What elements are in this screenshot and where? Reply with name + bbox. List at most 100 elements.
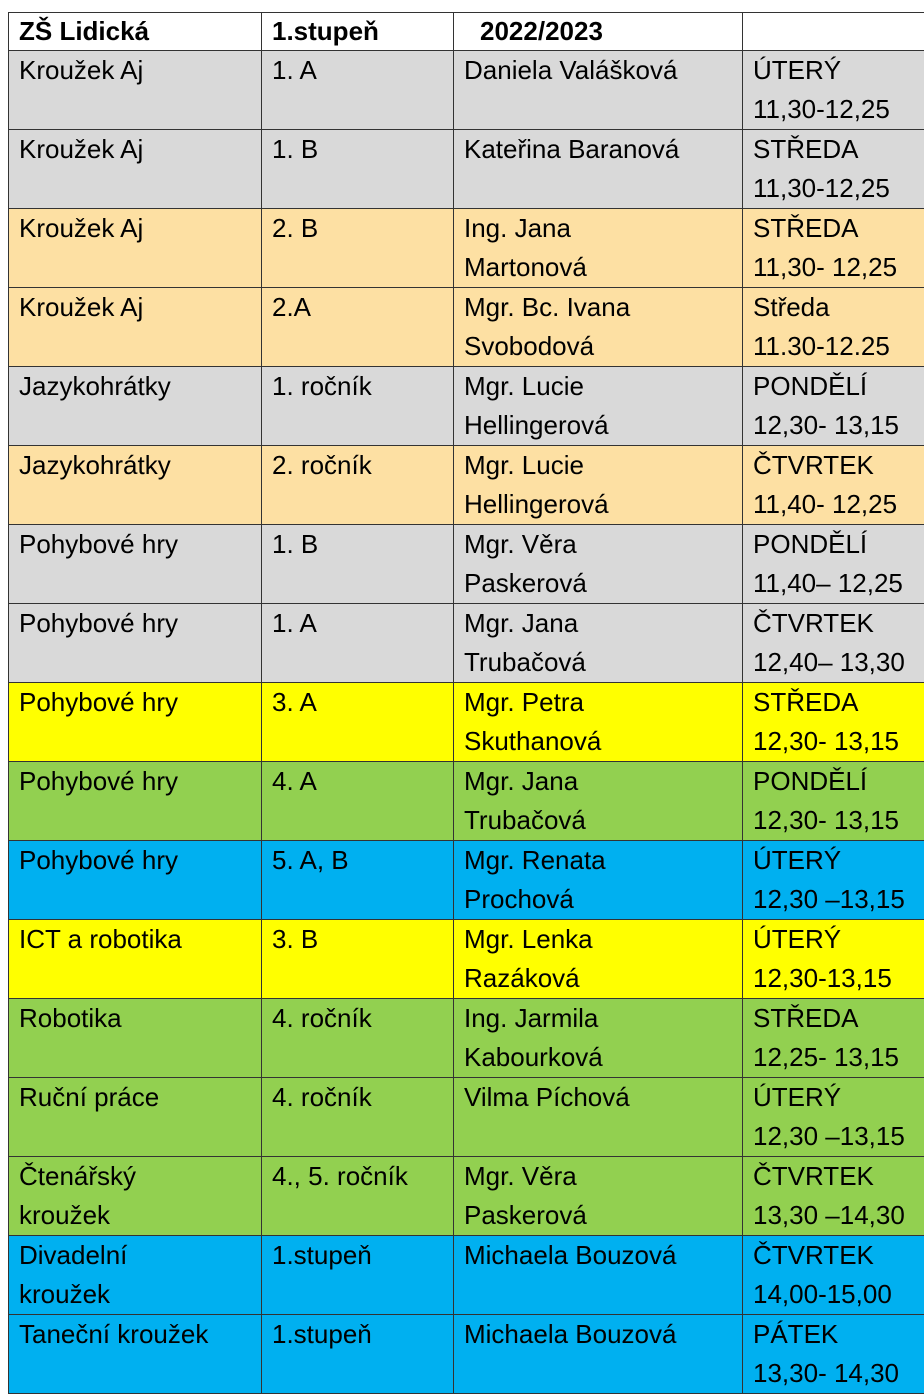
time-cell-line: PONDĚLÍ (753, 529, 868, 559)
class-cell: 1. A (261, 603, 454, 683)
teacher-cell-line: Razáková (464, 963, 580, 993)
class-cell: 4. ročník (261, 998, 454, 1078)
teacher-cell-line: Mgr. Petra (464, 687, 584, 717)
activity-cell: Pohybové hry (8, 524, 262, 604)
activity-cell: Jazykohrátky (8, 445, 262, 525)
teacher-cell: Mgr. Jana Trubačová (453, 603, 743, 683)
table-row: Kroužek Aj 1. B Kateřina Baranová STŘEDA 11,… (8, 129, 924, 209)
activity-cell: Pohybové hry (8, 840, 262, 920)
teacher-cell-line: Hellingerová (464, 410, 609, 440)
teacher-cell-line: Mgr. Lucie (464, 371, 584, 401)
class-cell: 1.stupeň (261, 1235, 454, 1315)
activity-cell-line: Taneční kroužek (19, 1319, 209, 1349)
table-row: Pohybové hry 1. B Mgr. Věra Paskerová PONDĚL… (8, 524, 924, 604)
activity-cell-line: Pohybové hry (19, 687, 178, 717)
class-cell: 2. B (261, 208, 454, 288)
time-cell: STŘEDA 11,30-12,25 (742, 129, 924, 209)
table-row: Čtenářský kroužek 4., 5. ročník Mgr. Věra Pa… (8, 1156, 924, 1236)
activity-cell-line: Kroužek Aj (19, 213, 144, 243)
teacher-cell-line: Mgr. Věra (464, 529, 577, 559)
time-cell-line: 12,25- 13,15 (753, 1042, 900, 1072)
table-row: Jazykohrátky 1. ročník Mgr. Lucie Hellinger… (8, 366, 924, 446)
teacher-cell-line: Mgr. Bc. Ivana (464, 292, 631, 322)
table-row: Robotika 4. ročník Ing. Jarmila Kabourková S… (8, 998, 924, 1078)
teacher-cell-line: Mgr. Lucie (464, 450, 584, 480)
table-row: Kroužek Aj 2. B Ing. Jana Martonová STŘEDA 11… (8, 208, 924, 288)
activity-cell-line: Jazykohrátky (19, 450, 171, 480)
teacher-cell-line: Trubačová (464, 647, 586, 677)
activity-cell: Kroužek Aj (8, 50, 262, 130)
teacher-cell-line: Michaela Bouzová (464, 1240, 677, 1270)
table-row: Pohybové hry 3. A Mgr. Petra Skuthanová STŘE… (8, 682, 924, 762)
time-cell-line: ÚTERÝ (753, 55, 842, 85)
time-cell-line: STŘEDA (753, 1003, 859, 1033)
table-row: Pohybové hry 1. A Mgr. Jana Trubačová ČTVRTE… (8, 603, 924, 683)
activity-cell-line: Robotika (19, 1003, 122, 1033)
time-cell-line: 11,40– 12,25 (753, 568, 903, 598)
activities-table: ZŠ Lidická 1.stupeň 2022/2023 Kroužek Aj… (8, 12, 924, 1394)
teacher-cell: Ing. Jana Martonová (453, 208, 743, 288)
activity-cell: Pohybové hry (8, 603, 262, 683)
time-cell-line: 11,40- 12,25 (753, 489, 898, 519)
time-cell-line: STŘEDA (753, 687, 859, 717)
teacher-cell: Mgr. Lenka Razáková (453, 919, 743, 999)
class-cell: 5. A, B (261, 840, 454, 920)
activity-cell: Pohybové hry (8, 761, 262, 841)
time-cell-line: PONDĚLÍ (753, 371, 868, 401)
time-cell-line: 12,30- 13,15 (753, 805, 900, 835)
activity-cell-line: Ruční práce (19, 1082, 160, 1112)
time-cell-line: 11,30- 12,25 (753, 252, 898, 282)
teacher-cell-line: Mgr. Jana (464, 766, 579, 796)
time-cell: STŘEDA 12,30- 13,15 (742, 682, 924, 762)
time-cell: STŘEDA 12,25- 13,15 (742, 998, 924, 1078)
teacher-cell-line: Ing. Jarmila (464, 1003, 599, 1033)
teacher-cell-line: Skuthanová (464, 726, 602, 756)
teacher-cell: Mgr. Lucie Hellingerová (453, 366, 743, 446)
table-row: Kroužek Aj 1. A Daniela Valášková ÚTERÝ 11,3… (8, 50, 924, 130)
table-row: Pohybové hry 4. A Mgr. Jana Trubačová PONDĚL… (8, 761, 924, 841)
activity-cell: Robotika (8, 998, 262, 1078)
time-cell-line: ÚTERÝ (753, 845, 842, 875)
class-cell: 4. ročník (261, 1077, 454, 1157)
activity-cell-line: kroužek (19, 1279, 111, 1309)
teacher-cell: Kateřina Baranová (453, 129, 743, 209)
header-level: 1.stupeň (261, 12, 454, 51)
activity-cell: Taneční kroužek (8, 1314, 262, 1394)
time-cell-line: 11.30-12.25 (753, 331, 890, 361)
header-school: ZŠ Lidická (8, 12, 262, 51)
teacher-cell-line: Paskerová (464, 1200, 587, 1230)
teacher-cell: Daniela Valášková (453, 50, 743, 130)
activity-cell-line: Pohybové hry (19, 845, 178, 875)
time-cell: STŘEDA 11,30- 12,25 (742, 208, 924, 288)
table-row: Divadelní kroužek 1.stupeň Michaela Bouzová… (8, 1235, 924, 1315)
class-cell: 4. A (261, 761, 454, 841)
time-cell-line: 12,40– 13,30 (753, 647, 905, 677)
teacher-cell: Mgr. Petra Skuthanová (453, 682, 743, 762)
class-cell: 1.stupeň (261, 1314, 454, 1394)
activity-cell-line: ICT a robotika (19, 924, 182, 954)
time-cell: ÚTERÝ 12,30 –13,15 (742, 1077, 924, 1157)
teacher-cell-line: Mgr. Lenka (464, 924, 593, 954)
activity-cell-line: Kroužek Aj (19, 55, 144, 85)
time-cell-line: 13,30 –14,30 (753, 1200, 905, 1230)
time-cell-line: 12,30 –13,15 (753, 884, 905, 914)
time-cell-line: PONDĚLÍ (753, 766, 868, 796)
teacher-cell: Mgr. Věra Paskerová (453, 524, 743, 604)
activity-cell: Ruční práce (8, 1077, 262, 1157)
teacher-cell-line: Prochová (464, 884, 574, 914)
time-cell: ÚTERÝ 12,30 –13,15 (742, 840, 924, 920)
time-cell: PÁTEK 13,30- 14,30 (742, 1314, 924, 1394)
time-cell: ČTVRTEK 12,40– 13,30 (742, 603, 924, 683)
time-cell: Středa 11.30-12.25 (742, 287, 924, 367)
activity-cell: Jazykohrátky (8, 366, 262, 446)
table-row: Kroužek Aj 2.A Mgr. Bc. Ivana Svobodová Stře… (8, 287, 924, 367)
time-cell-line: 13,30- 14,30 (753, 1358, 900, 1388)
teacher-cell: Michaela Bouzová (453, 1235, 743, 1315)
table-row: Taneční kroužek 1.stupeň Michaela Bouzová P… (8, 1314, 924, 1394)
time-cell: PONDĚLÍ 12,30- 13,15 (742, 366, 924, 446)
teacher-cell-line: Mgr. Jana (464, 608, 579, 638)
time-cell: ČTVRTEK 11,40- 12,25 (742, 445, 924, 525)
activity-cell-line: Kroužek Aj (19, 292, 144, 322)
teacher-cell-line: Ing. Jana (464, 213, 571, 243)
time-cell: PONDĚLÍ 11,40– 12,25 (742, 524, 924, 604)
